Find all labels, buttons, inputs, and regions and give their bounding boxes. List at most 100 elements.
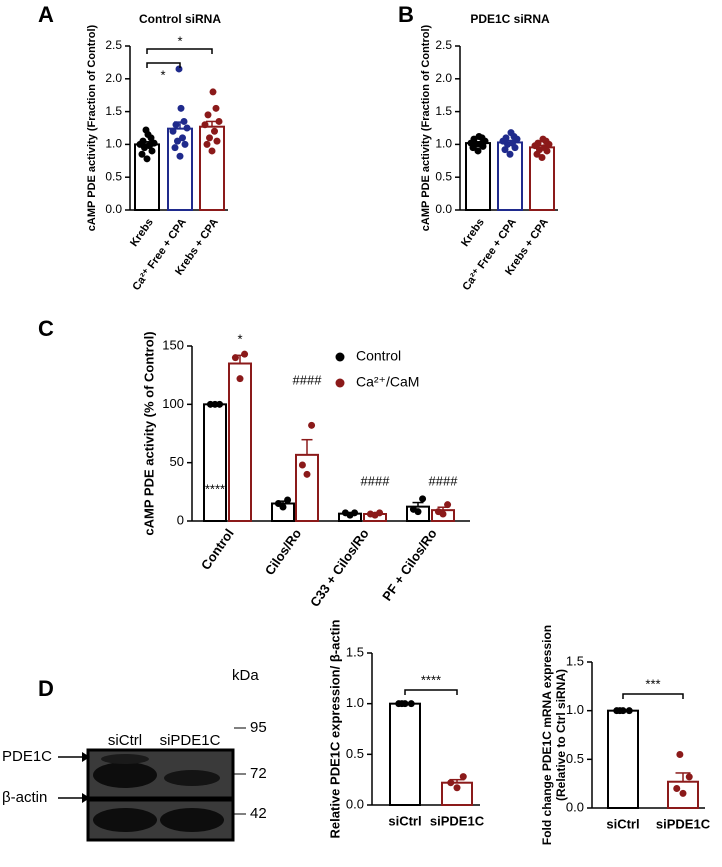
y-tick-label: 1.5 <box>105 104 122 118</box>
data-point <box>679 789 687 797</box>
panel-letter: B <box>398 2 414 27</box>
data-point <box>538 154 546 162</box>
y-tick-label: 2.0 <box>105 71 122 85</box>
data-point <box>213 137 221 145</box>
data-point <box>274 500 282 507</box>
data-point <box>434 508 442 516</box>
significance-bracket <box>622 693 684 699</box>
significance-label: #### <box>361 473 391 488</box>
panel-letter: D <box>38 676 54 701</box>
significance-label: **** <box>205 481 225 496</box>
data-point <box>204 111 212 119</box>
blot-band <box>164 770 220 786</box>
data-point <box>138 150 146 158</box>
marker-label: 72 <box>250 765 267 782</box>
data-point <box>509 139 516 147</box>
data-point <box>685 773 693 781</box>
y-tick-label: 2.0 <box>435 71 452 85</box>
data-point <box>241 350 249 358</box>
data-point <box>539 135 547 143</box>
data-point <box>150 139 158 147</box>
data-point <box>176 152 184 160</box>
x-tick-label: siPDE1C <box>430 813 485 828</box>
x-tick-label: PF + Cilos/Ro <box>379 526 440 604</box>
data-point <box>298 461 306 469</box>
data-point <box>474 147 482 155</box>
x-tick-label: C33 + Cilos/Ro <box>307 526 372 610</box>
data-point <box>475 133 483 141</box>
data-point <box>174 137 181 145</box>
data-point <box>171 144 179 152</box>
data-point <box>447 779 455 787</box>
data-point <box>209 88 217 96</box>
y-tick-label: 150 <box>162 337 184 352</box>
y-tick-label: 1.5 <box>435 104 452 118</box>
y-tick-label: 50 <box>170 454 184 469</box>
significance-label: *** <box>645 676 660 691</box>
legend-marker <box>335 352 345 362</box>
y-axis-label: cAMP PDE activity (% of Control) <box>141 331 156 535</box>
blot-band <box>93 762 157 788</box>
y-tick-label: 0.5 <box>566 751 584 766</box>
data-point <box>211 127 218 135</box>
y-tick-label: 0.0 <box>566 799 584 814</box>
x-tick-label: Krebs <box>128 217 156 249</box>
y-tick-label: 0 <box>177 512 184 527</box>
y-tick-label: 1.0 <box>105 137 122 151</box>
data-point <box>203 140 211 148</box>
data-point <box>444 501 452 509</box>
data-point <box>366 510 374 518</box>
data-point <box>501 146 509 154</box>
significance-bracket <box>146 48 213 54</box>
y-tick-label: 0.0 <box>435 202 452 216</box>
data-point <box>398 700 406 708</box>
y-axis-label: Fold change PDE1C mRNA expression <box>540 625 554 845</box>
data-point <box>201 121 209 129</box>
legend-label: Control <box>356 348 401 364</box>
data-point <box>303 470 311 478</box>
y-tick-label: 0.5 <box>105 169 122 183</box>
data-point <box>507 129 515 137</box>
chart-title: Control siRNA <box>139 12 221 26</box>
data-point <box>175 65 183 73</box>
y-tick-label: 1.0 <box>435 137 452 151</box>
y-tick-label: 0.0 <box>105 202 122 216</box>
data-point <box>453 784 461 792</box>
data-point <box>407 700 415 708</box>
data-point <box>181 140 189 148</box>
data-point <box>625 707 633 715</box>
arrow-head <box>82 752 90 762</box>
y-axis-label: cAMP PDE activity (Fraction of Control) <box>86 24 98 231</box>
panel-letter: C <box>38 316 54 341</box>
bar <box>203 403 227 523</box>
unit-label: kDa <box>232 667 259 684</box>
lane-label: siPDE1C <box>160 732 221 749</box>
significance-label: **** <box>421 672 441 687</box>
y-tick-label: 1.0 <box>566 702 584 717</box>
bar <box>607 709 639 810</box>
significance-label: #### <box>293 372 323 387</box>
x-tick-label: siCtrl <box>388 813 421 828</box>
significance-label: #### <box>429 473 459 488</box>
data-point <box>376 509 384 517</box>
panel-letter: A <box>38 2 54 27</box>
data-point <box>308 421 316 429</box>
data-point <box>206 134 213 142</box>
data-point <box>172 121 180 129</box>
significance-bracket <box>146 62 181 68</box>
data-point <box>673 785 681 793</box>
data-point <box>148 147 156 155</box>
data-point <box>419 495 427 503</box>
data-point <box>236 375 244 383</box>
y-tick-label: 0.5 <box>346 746 364 761</box>
significance-label: * <box>160 67 165 82</box>
data-point <box>616 707 624 715</box>
y-axis-label: (Relative to Ctrl siRNA) <box>554 669 568 801</box>
x-tick-label: Control <box>198 526 237 572</box>
x-tick-label: siCtrl <box>606 816 639 831</box>
data-point <box>216 400 224 408</box>
data-point <box>534 139 542 147</box>
data-point <box>676 750 684 758</box>
data-point <box>180 117 188 125</box>
